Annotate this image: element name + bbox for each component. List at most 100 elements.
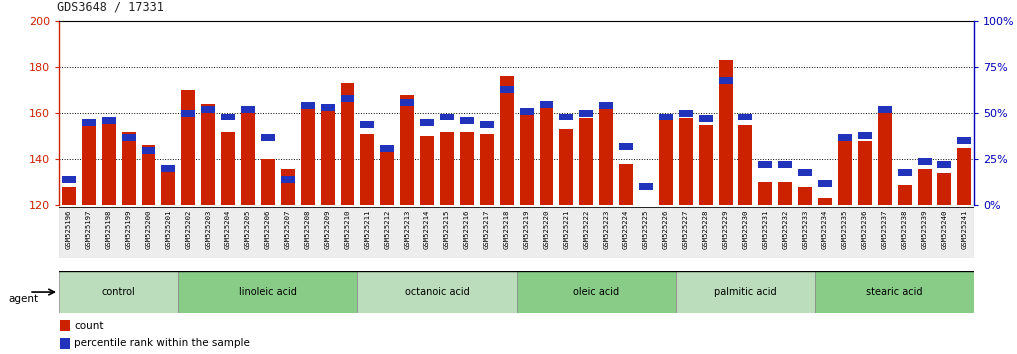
- Bar: [62, 187, 76, 205]
- Bar: [301, 102, 314, 205]
- Bar: [619, 143, 633, 150]
- Text: GDS3648 / 17331: GDS3648 / 17331: [57, 1, 164, 14]
- Bar: [380, 153, 395, 205]
- Text: GSM525201: GSM525201: [166, 210, 172, 249]
- Bar: [559, 114, 574, 120]
- Text: linoleic acid: linoleic acid: [239, 287, 297, 297]
- Text: GSM525234: GSM525234: [822, 210, 828, 249]
- Bar: [60, 320, 70, 331]
- Bar: [102, 118, 116, 205]
- Bar: [520, 108, 534, 115]
- Text: octanoic acid: octanoic acid: [405, 287, 470, 297]
- Bar: [659, 120, 673, 205]
- Text: GSM525215: GSM525215: [444, 210, 450, 249]
- Text: GSM525228: GSM525228: [703, 210, 709, 249]
- Bar: [221, 132, 235, 205]
- Bar: [62, 176, 76, 183]
- Bar: [699, 125, 713, 205]
- Bar: [917, 169, 932, 205]
- Text: GSM525233: GSM525233: [802, 210, 809, 249]
- Bar: [261, 159, 275, 205]
- Bar: [639, 183, 653, 190]
- Bar: [181, 110, 195, 117]
- Text: GSM525205: GSM525205: [245, 210, 251, 249]
- Text: GSM525230: GSM525230: [742, 210, 749, 249]
- Bar: [520, 113, 534, 205]
- Bar: [341, 84, 355, 205]
- Bar: [738, 114, 753, 120]
- Text: GSM525200: GSM525200: [145, 210, 152, 249]
- Bar: [401, 99, 414, 106]
- Text: count: count: [74, 321, 104, 331]
- Text: GSM525218: GSM525218: [503, 210, 510, 249]
- Bar: [659, 114, 673, 120]
- Bar: [719, 77, 732, 84]
- Bar: [778, 182, 792, 205]
- Text: GSM525210: GSM525210: [345, 210, 351, 249]
- Text: GSM525197: GSM525197: [85, 210, 92, 249]
- Bar: [480, 121, 494, 128]
- Bar: [678, 118, 693, 205]
- Bar: [480, 134, 494, 205]
- Text: GSM525198: GSM525198: [106, 210, 112, 249]
- Bar: [798, 187, 813, 205]
- Bar: [141, 145, 156, 205]
- Bar: [178, 271, 357, 313]
- Bar: [540, 101, 553, 108]
- Bar: [858, 132, 872, 139]
- Text: GSM525206: GSM525206: [264, 210, 271, 249]
- Bar: [938, 173, 952, 205]
- Bar: [360, 134, 374, 205]
- Bar: [815, 271, 974, 313]
- Bar: [440, 114, 454, 120]
- Text: GSM525211: GSM525211: [364, 210, 370, 249]
- Text: GSM525202: GSM525202: [185, 210, 191, 249]
- Text: GSM525238: GSM525238: [902, 210, 907, 249]
- Bar: [878, 106, 892, 113]
- Bar: [676, 271, 815, 313]
- Text: GSM525225: GSM525225: [643, 210, 649, 249]
- Bar: [599, 107, 613, 205]
- Bar: [759, 182, 772, 205]
- Bar: [162, 165, 175, 172]
- Bar: [82, 119, 96, 126]
- Bar: [898, 169, 911, 176]
- Bar: [420, 119, 434, 126]
- Text: GSM525236: GSM525236: [861, 210, 868, 249]
- Bar: [122, 132, 135, 205]
- Text: GSM525223: GSM525223: [603, 210, 609, 249]
- Bar: [82, 120, 96, 205]
- Bar: [759, 161, 772, 168]
- Bar: [221, 114, 235, 120]
- Text: GSM525220: GSM525220: [543, 210, 549, 249]
- Bar: [59, 207, 974, 258]
- Text: oleic acid: oleic acid: [574, 287, 619, 297]
- Text: GSM525208: GSM525208: [305, 210, 311, 249]
- Bar: [201, 104, 216, 205]
- Bar: [719, 61, 732, 205]
- Text: percentile rank within the sample: percentile rank within the sample: [74, 338, 250, 348]
- Bar: [838, 134, 852, 141]
- Bar: [281, 176, 295, 183]
- Text: stearic acid: stearic acid: [866, 287, 923, 297]
- Text: GSM525239: GSM525239: [921, 210, 928, 249]
- Bar: [102, 117, 116, 124]
- Text: GSM525209: GSM525209: [324, 210, 331, 249]
- Text: GSM525226: GSM525226: [663, 210, 669, 249]
- Text: GSM525237: GSM525237: [882, 210, 888, 249]
- Text: GSM525235: GSM525235: [842, 210, 848, 249]
- Text: palmitic acid: palmitic acid: [714, 287, 777, 297]
- Text: GSM525214: GSM525214: [424, 210, 430, 249]
- Bar: [619, 164, 633, 205]
- Text: GSM525217: GSM525217: [484, 210, 490, 249]
- Bar: [838, 141, 852, 205]
- Bar: [360, 121, 374, 128]
- Bar: [357, 271, 517, 313]
- Bar: [599, 102, 613, 109]
- Text: GSM525212: GSM525212: [384, 210, 391, 249]
- Bar: [678, 110, 693, 117]
- Text: GSM525229: GSM525229: [722, 210, 728, 249]
- Bar: [878, 109, 892, 205]
- Bar: [858, 141, 872, 205]
- Bar: [320, 104, 335, 111]
